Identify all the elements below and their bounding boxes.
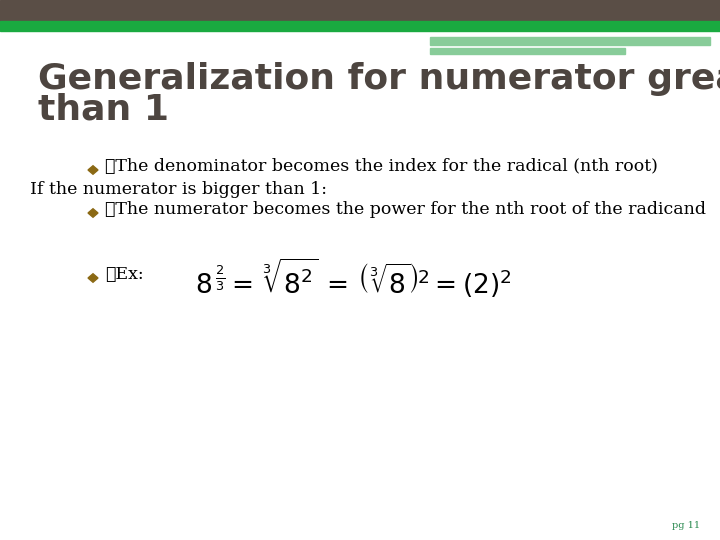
Text: pg 11: pg 11 xyxy=(672,521,700,530)
Bar xyxy=(430,37,710,45)
Text: ❖The numerator becomes the power for the nth root of the radicand: ❖The numerator becomes the power for the… xyxy=(105,201,706,219)
Text: ❖The denominator becomes the index for the radical (nth root): ❖The denominator becomes the index for t… xyxy=(105,159,658,176)
Bar xyxy=(430,48,625,54)
Polygon shape xyxy=(88,274,98,282)
Bar xyxy=(0,0,720,21)
Polygon shape xyxy=(88,166,98,174)
Polygon shape xyxy=(88,209,98,217)
Bar xyxy=(0,21,720,31)
Text: If the numerator is bigger than 1:: If the numerator is bigger than 1: xyxy=(30,181,327,199)
Text: Generalization for numerator greater: Generalization for numerator greater xyxy=(38,62,720,96)
Text: $8^{\,\frac{2}{3}} = \,\sqrt[3]{8^2}\, = \,\left(\sqrt[3]{8}\right)^{\!2} = \lef: $8^{\,\frac{2}{3}} = \,\sqrt[3]{8^2}\, =… xyxy=(195,256,512,300)
Text: than 1: than 1 xyxy=(38,92,169,126)
Text: ❖Ex:: ❖Ex: xyxy=(105,267,143,284)
